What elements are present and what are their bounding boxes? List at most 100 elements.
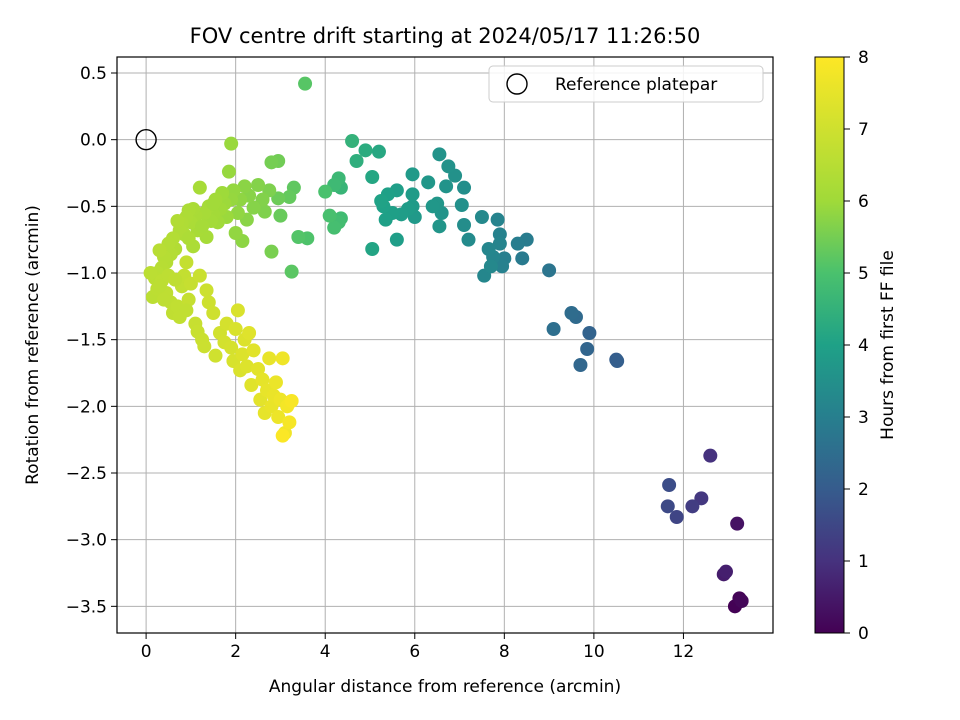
colorbar-tick-label: 1	[858, 552, 869, 572]
y-tick-label: 0.0	[80, 131, 107, 151]
colorbar-tick-label: 7	[858, 120, 869, 140]
data-point	[284, 394, 299, 408]
data-point	[734, 594, 749, 608]
data-point	[181, 292, 196, 307]
data-point	[192, 268, 207, 283]
x-tick-label: 10	[583, 642, 605, 662]
plot-frame	[116, 56, 774, 634]
data-point	[183, 276, 198, 291]
data-point	[461, 232, 476, 247]
data-point	[345, 134, 360, 148]
points-layer	[143, 76, 749, 614]
colorbar-tick-label: 3	[858, 408, 869, 428]
data-point	[152, 279, 167, 294]
data-point	[201, 295, 216, 310]
data-point	[441, 159, 456, 174]
colorbar-tick-label: 0	[858, 624, 869, 644]
data-point	[271, 191, 286, 206]
data-point	[273, 208, 288, 223]
data-point	[224, 340, 239, 355]
data-point	[371, 144, 386, 159]
data-point	[244, 378, 259, 392]
data-point	[242, 326, 257, 340]
data-point	[610, 354, 625, 368]
data-point	[224, 136, 239, 151]
data-point	[275, 428, 290, 443]
data-point	[179, 303, 194, 318]
colorbar-tick-label: 6	[858, 192, 869, 212]
data-point	[378, 212, 393, 227]
data-point	[282, 190, 297, 204]
x-tick-label: 0	[141, 642, 152, 662]
data-point	[251, 362, 266, 376]
data-point	[365, 170, 380, 184]
data-point	[685, 499, 700, 514]
data-point	[492, 236, 507, 251]
data-point	[582, 326, 597, 340]
data-point	[221, 164, 236, 179]
data-point	[318, 184, 333, 199]
data-point	[365, 242, 380, 256]
colorbar-tick-label: 4	[858, 336, 869, 356]
data-point	[170, 214, 185, 228]
data-point	[374, 194, 389, 208]
data-point	[282, 415, 297, 430]
legend-marker-reference	[506, 73, 528, 95]
data-point	[192, 180, 207, 195]
legend-box	[488, 65, 764, 103]
grid-layer	[117, 57, 773, 633]
data-point	[483, 259, 498, 274]
colorbar: 0 1 2 3 4 5 6 7 8 Hours from first FF file	[814, 48, 898, 644]
legend: Reference platepar	[488, 65, 764, 103]
colorbar-tick-label: 8	[858, 48, 869, 68]
data-point	[228, 322, 243, 336]
colorbar-tick-label: 2	[858, 480, 869, 500]
data-point	[228, 226, 243, 240]
data-point	[230, 303, 245, 318]
x-tick-label: 12	[673, 642, 695, 662]
data-point	[291, 230, 306, 244]
data-point	[235, 347, 250, 362]
chart-title: FOV centre drift starting at 2024/05/17 …	[190, 24, 701, 48]
data-point	[322, 208, 337, 223]
data-point	[421, 175, 436, 190]
data-point	[694, 491, 709, 506]
data-point	[662, 478, 677, 492]
data-point	[298, 76, 313, 91]
data-point	[246, 200, 261, 215]
data-point	[349, 154, 364, 168]
y-tick-label: −1.0	[66, 264, 107, 284]
data-point	[327, 220, 342, 235]
data-point	[580, 342, 595, 356]
data-point	[425, 199, 440, 214]
legend-label-reference: Reference platepar	[555, 75, 717, 95]
y-axis-label: Rotation from reference (arcmin)	[23, 205, 43, 485]
data-point	[255, 192, 270, 207]
colorbar-gradient	[814, 56, 845, 634]
data-point	[358, 143, 373, 158]
y-tick-label: −1.5	[66, 331, 107, 351]
data-point	[179, 255, 194, 270]
data-point	[474, 210, 489, 224]
data-point	[660, 499, 675, 514]
data-point	[255, 372, 270, 387]
data-point	[481, 242, 496, 256]
data-point	[542, 263, 557, 278]
x-axis-label: Angular distance from reference (arcmin)	[269, 677, 621, 697]
data-point	[495, 259, 510, 274]
data-point	[515, 251, 530, 266]
data-point	[257, 204, 272, 219]
data-point	[268, 375, 283, 390]
data-point	[168, 272, 183, 287]
data-point	[718, 564, 733, 579]
reference-layer	[135, 128, 157, 151]
data-point	[432, 219, 447, 234]
y-tick-label: −3.0	[66, 531, 107, 551]
colorbar-tick-label: 5	[858, 264, 869, 284]
data-point	[143, 266, 158, 280]
x-axis-ticks: 0 2 4 6 8 10 12	[141, 633, 695, 662]
data-point	[275, 351, 290, 366]
reference-platepar-marker	[135, 128, 157, 151]
data-point	[405, 187, 420, 202]
